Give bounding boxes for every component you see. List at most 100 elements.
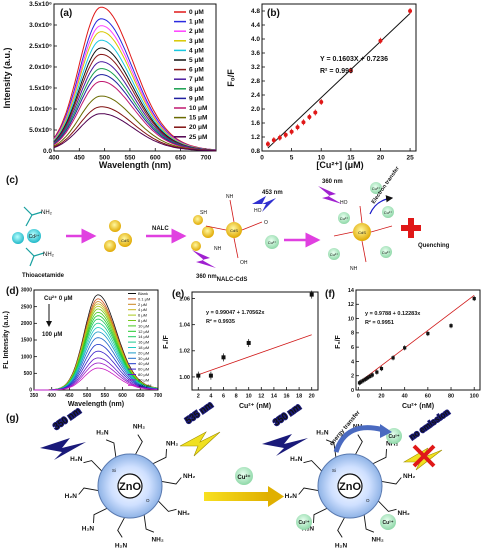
panel-b-chart: (b) 0 5 10 15 20 25 0.8 1.2 1.6 2.0 2.4 2.8 3.2 3.6 4.… [226,3,417,170]
panel-d-x-tick-label: 400 [48,393,57,399]
panel-e-x-tick-label: 12 [258,394,264,400]
panel-e-y-tick-label: 1.06 [179,296,190,302]
cu-ion-sphere-g [235,467,253,485]
panel-b-y-tick-label: 3.2 [251,64,260,71]
panel-d-end-annotation: 100 μM [42,332,62,338]
si-label-right: Si [332,468,336,473]
panel-f-y-tick-label: 4 [351,359,355,365]
quenched-cu-label-2: Cu²⁺ [384,210,393,215]
right-np-amine-chain [354,434,363,457]
panel-d-legend-entry: 18 μM [138,345,149,350]
panel-d-legend-entry: 0.1 μM [138,296,150,301]
panel-a-legend-entry: 2 μM [189,28,204,35]
panel-f-chart: (f) 0 20 40 60 80 100 0 2 4 6 8 10 12 14 y = 0.9788 +… [325,288,481,410]
panel-f-y-tick-label: 0 [351,388,354,394]
excitation-flash-icon [192,250,216,268]
cd-ion-sphere [27,229,41,243]
excitation-wavelength-label: 360 nm [196,274,217,280]
bound-cu-label-3: Cu²⁺ [383,520,394,526]
thioacetamide-nh2-2: NH₂ [43,252,55,258]
panel-a-y-axis-label: Intensity (a.u.) [2,47,12,108]
left-np-amine-chain [78,487,101,495]
zno-nanoparticle-right: ZnO Si O [298,434,402,538]
panel-e-x-tick-label: 14 [271,394,278,400]
zno-core-label-right: ZnO [339,481,361,493]
panel-b-y-tick-label: 4.4 [251,22,260,29]
panel-a-x-tick-label: 700 [200,155,211,162]
panel-d-x-tick-label: 700 [154,393,163,399]
panel-a-plot-frame [53,3,217,152]
panel-d-chart: (d) 350 400 450 500 550 600 650 700 0 500 1000 1500… [3,286,162,408]
panel-d-legend-entry: 16 μM [138,340,149,345]
right-np-amine-chain [363,512,375,533]
quenched-cu-label-1: Cu²⁺ [340,216,349,221]
panel-a-y-tick-label: 3.0x10⁶ [29,22,52,29]
quenched-cu-label-4: Cu²⁺ [382,250,391,255]
zno-nanoparticle-left: ZnO Si O [78,434,182,538]
o-label-right: O [366,498,370,503]
panel-a-x-tick-label: 450 [74,155,85,162]
right-np-amine-label: NH₂ [403,473,415,480]
panel-a-y-tick-label: 3.5x10⁶ [29,1,52,8]
panel-a-legend-entry: 9 μM [189,95,204,102]
right-np-amine-chain [298,487,321,495]
right-np-amine-label: NH₂ [398,510,410,517]
panel-b-y-tick-label: 4.0 [251,36,260,43]
panel-f-data-point [391,356,395,360]
left-np-amine-chain [117,515,126,538]
panel-a-legend-entry: 6 μM [189,67,204,74]
excitation-flash-icon-2 [318,186,342,204]
right-np-amine-label: H₂N [316,430,329,437]
panel-b-x-axis-label: [Cu²⁺] (μM) [316,160,363,170]
panel-f-data-point [370,373,374,377]
left-np-amine-chain [159,477,182,485]
excitation-lightning-icon-right [262,434,308,456]
left-np-amine-label: H₂N [70,456,83,463]
nalc-group-ho: HO [254,208,262,214]
panel-a-series-line [53,113,216,152]
panel-d-y-tick-label: 2000 [21,321,32,327]
emission-flash-icon [252,196,276,212]
panel-a-y-tick-label: 1.5x10⁶ [29,85,52,92]
panel-b-y-tick-label: 1.6 [251,120,260,127]
panel-d-legend-entry: 30 μM [138,356,149,361]
panel-f-y-tick-label: 10 [348,316,354,322]
panel-d-y-tick-label: 2500 [21,304,32,310]
right-np-amine-label: NH₂ [386,440,398,447]
panel-b-data-point [301,120,306,125]
panel-b-data-point [277,135,282,140]
cluster-2-nh-label: NH [214,246,222,252]
panel-f-data-point [375,370,379,374]
panel-f-data-point [403,346,407,350]
quenching-cross-icon [401,218,421,238]
quenched-cu-label-5: Cu²⁺ [372,186,381,191]
panel-b-fit-line [267,13,411,149]
panel-b-y-axis-label: F₀/F [226,69,236,87]
panel-e-x-tick-label: 16 [283,394,289,400]
panel-d-legend-entry: 10 μM [138,323,149,328]
panel-f-data-point [359,380,363,384]
panel-e-data-point [309,292,314,297]
thioacetamide-label: Thioacetamide [22,273,65,279]
panel-f-x-tick-label: 60 [425,394,431,400]
panel-b-y-tick-label: 1.2 [251,134,260,141]
emission-label-g: 535 nm [183,400,214,426]
left-np-amine-label: H₂N [82,526,95,533]
cds-cluster-2: SH NH [191,210,222,252]
panel-d-y-tick-label: 3000 [21,288,32,294]
panel-d-y-tick-label: 0 [29,388,32,394]
panel-d-series-line [34,367,158,391]
left-np-amine-chain [156,499,177,512]
panel-a-y-tick-label: 5.0x10⁵ [29,127,52,134]
left-np-amine-label: NH₂ [183,473,195,480]
panel-b-label: (b) [267,8,280,19]
panel-f-x-tick-label: 20 [378,394,384,400]
cu-ion-sphere [265,235,279,249]
panel-f-label: (f) [325,289,335,300]
quenched-group-ho: HO [340,200,348,206]
panel-g-label: (g) [6,413,19,424]
right-np-amine-chain [325,439,337,460]
panel-d-legend-entry: 4 μM [138,307,147,312]
nalc-group-o: O [264,220,268,226]
panel-c-label: (c) [6,175,18,186]
